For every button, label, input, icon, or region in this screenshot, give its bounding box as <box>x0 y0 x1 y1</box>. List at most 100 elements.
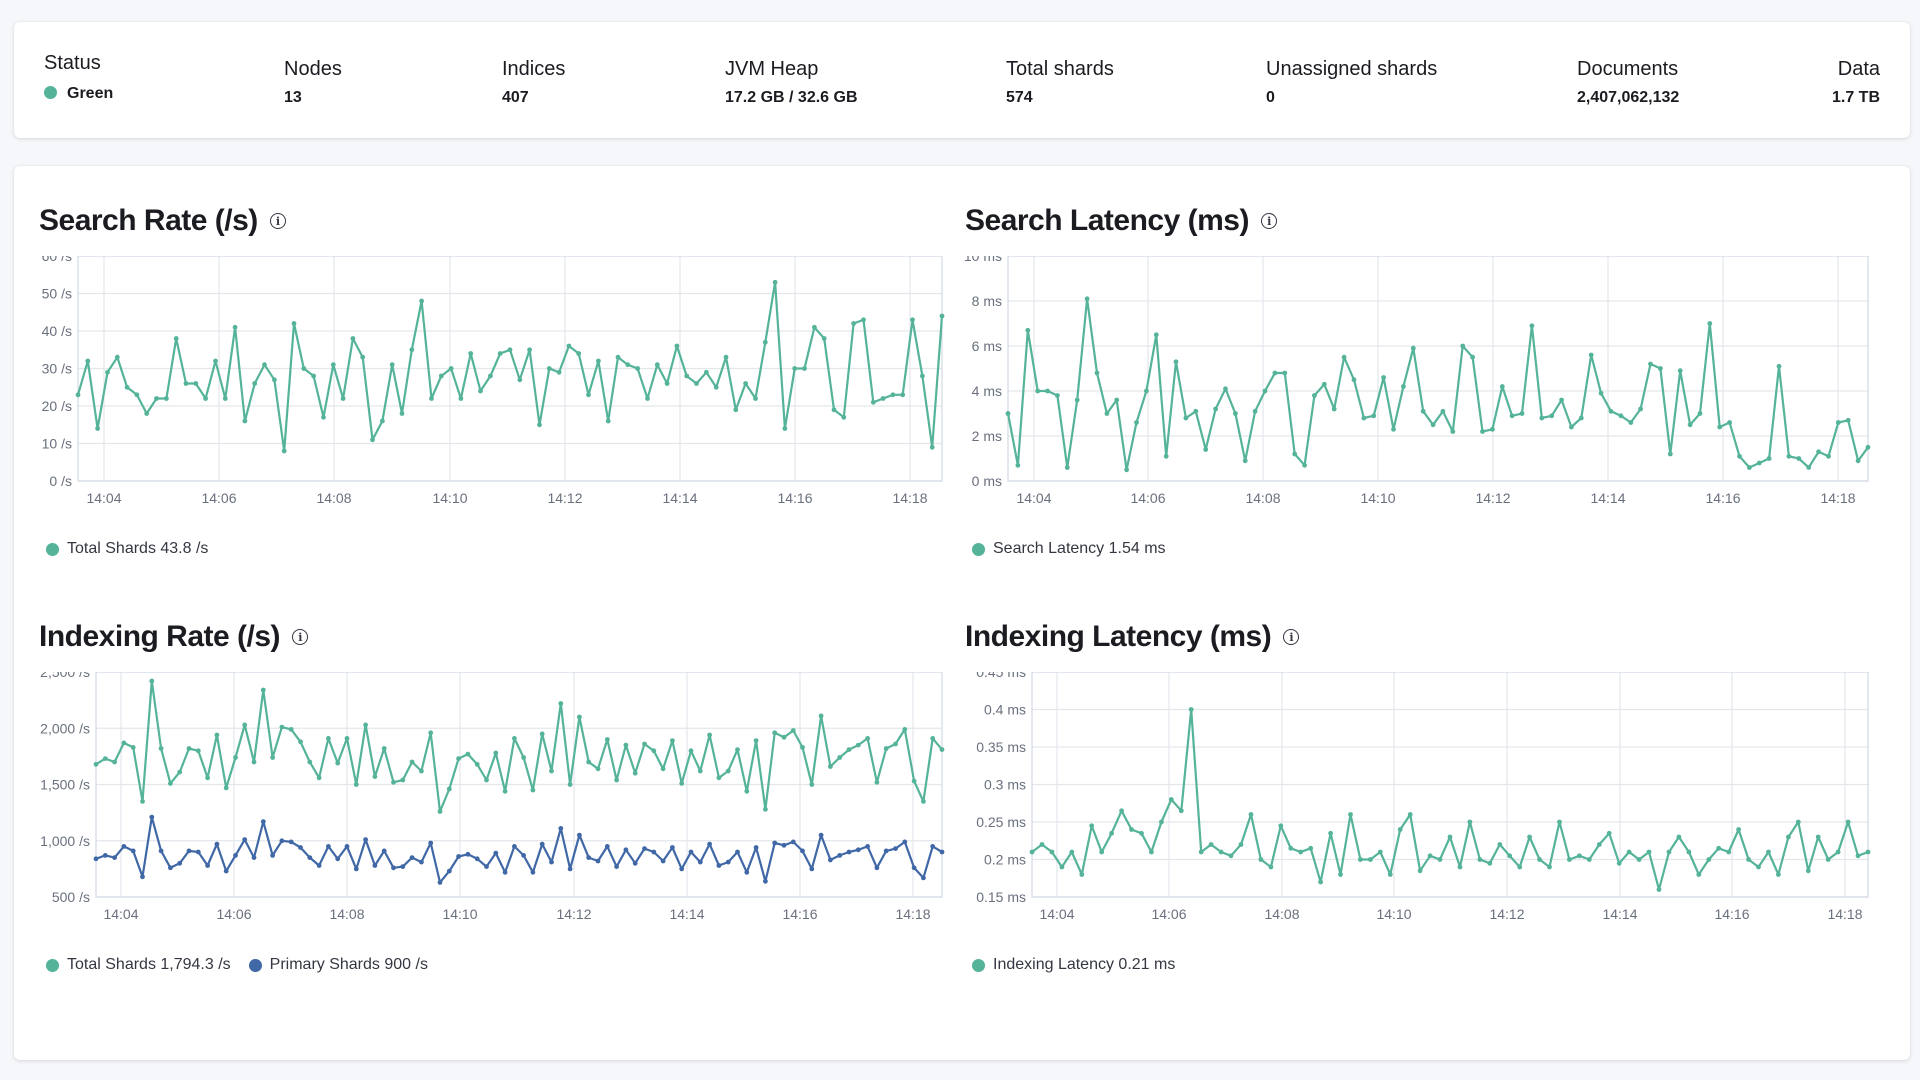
data-point[interactable] <box>939 313 945 319</box>
data-point[interactable] <box>1596 842 1602 847</box>
data-point[interactable] <box>1203 447 1209 452</box>
data-point[interactable] <box>140 799 145 804</box>
data-point[interactable] <box>1084 296 1090 302</box>
data-point[interactable] <box>1005 411 1011 416</box>
data-point[interactable] <box>1129 827 1134 832</box>
data-point[interactable] <box>900 392 906 398</box>
data-point[interactable] <box>1586 857 1592 862</box>
data-point[interactable] <box>335 760 341 766</box>
data-point[interactable] <box>1539 415 1545 421</box>
data-point[interactable] <box>1598 390 1604 396</box>
data-point[interactable] <box>298 739 303 745</box>
data-point[interactable] <box>604 737 610 742</box>
data-point[interactable] <box>1470 354 1475 360</box>
data-point[interactable] <box>1547 864 1552 870</box>
data-point[interactable] <box>1381 375 1386 380</box>
data-point[interactable] <box>458 396 464 401</box>
data-point[interactable] <box>1407 812 1413 817</box>
data-point[interactable] <box>939 747 945 752</box>
data-point[interactable] <box>186 848 192 854</box>
data-point[interactable] <box>1208 842 1214 847</box>
data-point[interactable] <box>1272 370 1278 376</box>
data-point[interactable] <box>893 741 898 747</box>
data-point[interactable] <box>1727 420 1732 425</box>
data-point[interactable] <box>214 841 220 847</box>
data-point[interactable] <box>399 411 405 416</box>
data-point[interactable] <box>929 444 935 450</box>
data-point[interactable] <box>831 407 837 413</box>
data-point[interactable] <box>1717 424 1723 430</box>
data-point[interactable] <box>549 859 554 865</box>
data-point[interactable] <box>604 844 610 849</box>
data-point[interactable] <box>1358 857 1363 862</box>
data-point[interactable] <box>818 713 824 719</box>
data-point[interactable] <box>242 418 248 424</box>
data-point[interactable] <box>1218 849 1224 855</box>
data-point[interactable] <box>1144 388 1149 394</box>
data-point[interactable] <box>1737 453 1742 459</box>
data-point[interactable] <box>93 761 99 767</box>
data-point[interactable] <box>1795 819 1801 825</box>
data-point[interactable] <box>484 864 489 869</box>
data-point[interactable] <box>1805 868 1811 874</box>
data-point[interactable] <box>781 734 787 740</box>
data-point[interactable] <box>311 373 316 379</box>
data-point[interactable] <box>372 774 378 779</box>
data-point[interactable] <box>112 759 117 765</box>
data-point[interactable] <box>1168 797 1174 802</box>
data-point[interactable] <box>1626 849 1632 855</box>
data-point[interactable] <box>902 839 908 845</box>
data-point[interactable] <box>85 358 91 364</box>
data-point[interactable] <box>1825 857 1831 862</box>
data-point[interactable] <box>1776 872 1781 877</box>
data-point[interactable] <box>1477 857 1483 862</box>
data-point[interactable] <box>1499 384 1505 389</box>
data-point[interactable] <box>855 847 861 853</box>
data-point[interactable] <box>279 724 285 730</box>
data-point[interactable] <box>735 849 740 855</box>
data-point[interactable] <box>704 369 709 375</box>
info-icon[interactable]: i <box>292 629 309 645</box>
data-point[interactable] <box>679 866 685 872</box>
data-point[interactable] <box>1766 456 1772 461</box>
data-point[interactable] <box>679 781 685 786</box>
data-point[interactable] <box>502 869 508 875</box>
data-point[interactable] <box>792 366 798 371</box>
data-point[interactable] <box>222 396 228 401</box>
data-point[interactable] <box>1397 827 1403 832</box>
data-point[interactable] <box>400 864 406 869</box>
data-point[interactable] <box>911 865 917 871</box>
data-point[interactable] <box>251 759 257 765</box>
info-icon[interactable]: i <box>1283 629 1300 645</box>
data-point[interactable] <box>654 362 660 368</box>
data-point[interactable] <box>1427 853 1433 859</box>
data-point[interactable] <box>1638 406 1643 412</box>
data-point[interactable] <box>1055 393 1060 398</box>
data-point[interactable] <box>1213 406 1218 412</box>
data-point[interactable] <box>753 845 759 850</box>
data-point[interactable] <box>781 842 787 848</box>
data-point[interactable] <box>307 855 313 860</box>
data-point[interactable] <box>497 351 503 356</box>
data-point[interactable] <box>1302 462 1307 468</box>
data-point[interactable] <box>1198 849 1204 855</box>
data-point[interactable] <box>558 826 564 831</box>
data-point[interactable] <box>213 358 218 364</box>
data-point[interactable] <box>1557 819 1562 825</box>
data-point[interactable] <box>772 730 778 736</box>
data-point[interactable] <box>753 738 759 743</box>
data-point[interactable] <box>1114 397 1120 403</box>
data-point[interactable] <box>642 741 647 747</box>
data-point[interactable] <box>800 745 805 750</box>
data-point[interactable] <box>800 848 805 854</box>
data-point[interactable] <box>782 426 788 431</box>
data-point[interactable] <box>539 841 545 847</box>
data-point[interactable] <box>1855 458 1861 464</box>
data-point[interactable] <box>1519 411 1525 416</box>
data-point[interactable] <box>1440 408 1446 414</box>
data-point[interactable] <box>353 866 359 872</box>
data-point[interactable] <box>381 848 387 854</box>
data-point[interactable] <box>1025 327 1031 333</box>
data-point[interactable] <box>1527 834 1532 840</box>
data-point[interactable] <box>488 373 493 379</box>
